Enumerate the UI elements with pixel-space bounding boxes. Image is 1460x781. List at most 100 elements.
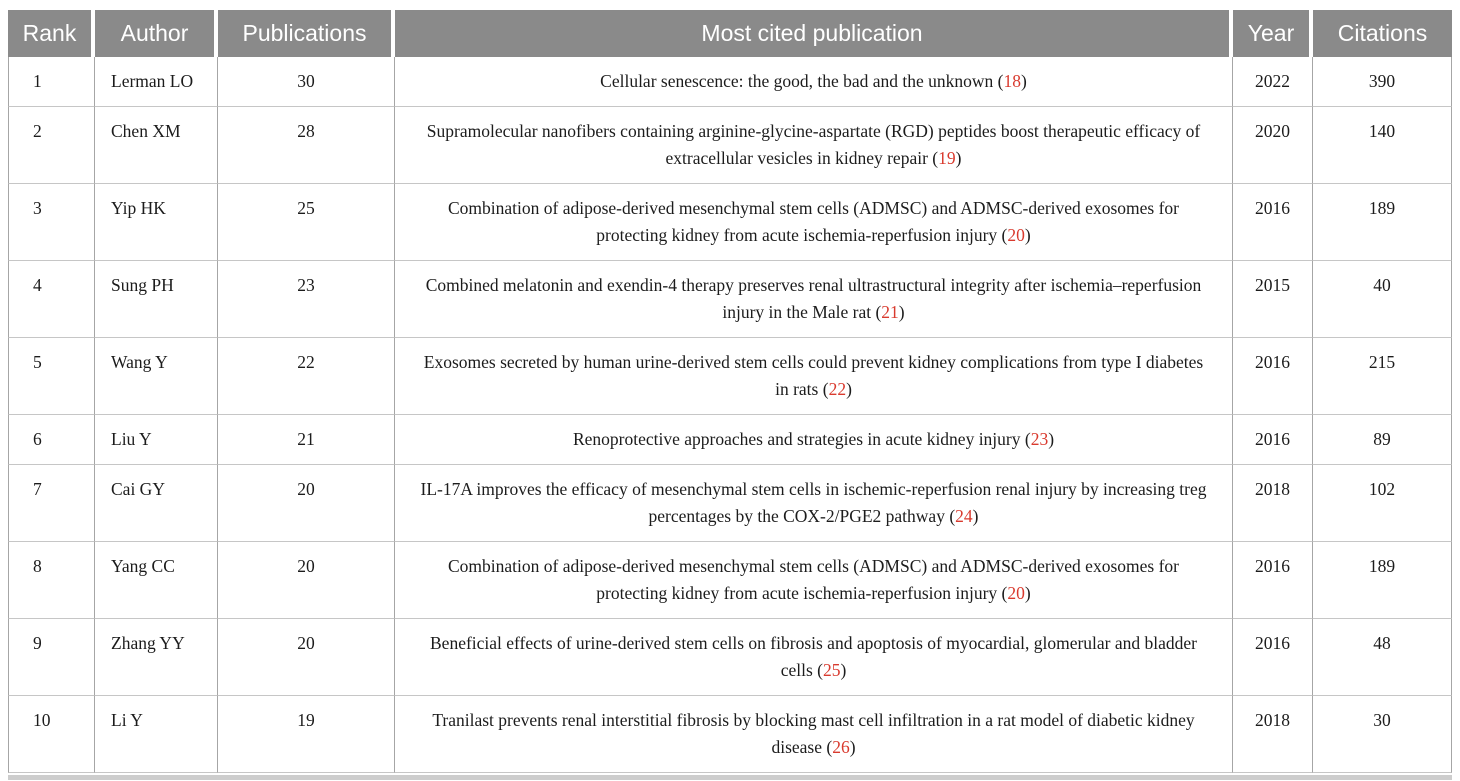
table-row: 6 Liu Y 21 Renoprotective approaches and… xyxy=(8,415,1452,465)
header-author: Author xyxy=(95,10,218,57)
author-value: Liu Y xyxy=(95,415,218,465)
publication-title-text: Combination of adipose-derived mesenchym… xyxy=(448,556,1179,603)
author-value: Cai GY xyxy=(95,465,218,542)
publications-value: 28 xyxy=(218,107,395,184)
reference-number: 20 xyxy=(1007,583,1025,603)
citations-value: 189 xyxy=(1313,542,1452,619)
most-cited-publications-table: Rank Author Publications Most cited publ… xyxy=(8,10,1452,773)
publication-title-cell: Renoprotective approaches and strategies… xyxy=(395,415,1233,465)
publication-title-cell: Combined melatonin and exendin-4 therapy… xyxy=(395,261,1233,338)
rank-value: 5 xyxy=(8,338,95,415)
reference-number: 18 xyxy=(1003,71,1022,91)
closing-paren: ) xyxy=(849,737,856,757)
author-value: Yip HK xyxy=(95,184,218,261)
header-row: Rank Author Publications Most cited publ… xyxy=(8,10,1452,57)
publication-title-text: Tranilast prevents renal interstitial fi… xyxy=(432,710,1195,757)
rank-value: 8 xyxy=(8,542,95,619)
year-value: 2020 xyxy=(1233,107,1313,184)
reference-number: 22 xyxy=(828,379,847,399)
closing-paren: ) xyxy=(1024,225,1031,245)
year-value: 2016 xyxy=(1233,338,1313,415)
publications-value: 19 xyxy=(218,696,395,773)
reference-number: 19 xyxy=(938,148,956,168)
publications-value: 22 xyxy=(218,338,395,415)
citations-value: 40 xyxy=(1313,261,1452,338)
closing-paren: ) xyxy=(846,379,852,399)
table-row: 9 Zhang YY 20 Beneficial effects of urin… xyxy=(8,619,1452,696)
rank-value: 4 xyxy=(8,261,95,338)
year-value: 2018 xyxy=(1233,465,1313,542)
publication-title-cell: Combination of adipose-derived mesenchym… xyxy=(395,184,1233,261)
year-value: 2016 xyxy=(1233,184,1313,261)
rank-value: 7 xyxy=(8,465,95,542)
table-row: 7 Cai GY 20 IL-17A improves the efficacy… xyxy=(8,465,1452,542)
publication-title-cell: IL-17A improves the efficacy of mesenchy… xyxy=(395,465,1233,542)
citations-value: 102 xyxy=(1313,465,1452,542)
rank-value: 9 xyxy=(8,619,95,696)
citations-value: 30 xyxy=(1313,696,1452,773)
closing-paren: ) xyxy=(955,148,962,168)
year-value: 2016 xyxy=(1233,542,1313,619)
closing-paren: ) xyxy=(840,660,847,680)
rank-value: 3 xyxy=(8,184,95,261)
table-header: Rank Author Publications Most cited publ… xyxy=(8,10,1452,57)
closing-paren: ) xyxy=(898,302,905,322)
publications-value: 21 xyxy=(218,415,395,465)
header-year: Year xyxy=(1233,10,1313,57)
table-row: 3 Yip HK 25 Combination of adipose-deriv… xyxy=(8,184,1452,261)
citations-value: 140 xyxy=(1313,107,1452,184)
author-value: Li Y xyxy=(95,696,218,773)
reference-number: 25 xyxy=(822,660,841,680)
year-value: 2016 xyxy=(1233,619,1313,696)
table-row: 2 Chen XM 28 Supramolecular nanofibers c… xyxy=(8,107,1452,184)
header-publications: Publications xyxy=(218,10,395,57)
rank-value: 10 xyxy=(8,696,95,773)
header-rank: Rank xyxy=(8,10,95,57)
year-value: 2018 xyxy=(1233,696,1313,773)
publication-title-cell: Tranilast prevents renal interstitial fi… xyxy=(395,696,1233,773)
closing-paren: ) xyxy=(1024,583,1031,603)
year-value: 2015 xyxy=(1233,261,1313,338)
publication-title-text: Renoprotective approaches and strategies… xyxy=(572,429,1031,449)
publications-value: 20 xyxy=(218,465,395,542)
publication-title-text: IL-17A improves the efficacy of mesenchy… xyxy=(420,479,1207,526)
citations-value: 189 xyxy=(1313,184,1452,261)
publications-value: 20 xyxy=(218,542,395,619)
publication-title-cell: Beneficial effects of urine-derived stem… xyxy=(395,619,1233,696)
table-row: 4 Sung PH 23 Combined melatonin and exen… xyxy=(8,261,1452,338)
table-row: 5 Wang Y 22 Exosomes secreted by human u… xyxy=(8,338,1452,415)
publication-title-cell: Combination of adipose-derived mesenchym… xyxy=(395,542,1233,619)
rank-value: 2 xyxy=(8,107,95,184)
author-value: Lerman LO xyxy=(95,57,218,107)
closing-paren: ) xyxy=(972,506,979,526)
header-most-cited-publication: Most cited publication xyxy=(395,10,1233,57)
cited-publications-table-container: Rank Author Publications Most cited publ… xyxy=(8,10,1452,773)
table-row: 10 Li Y 19 Tranilast prevents renal inte… xyxy=(8,696,1452,773)
publications-value: 25 xyxy=(218,184,395,261)
author-value: Wang Y xyxy=(95,338,218,415)
table-bottom-rule xyxy=(8,775,1452,780)
citations-value: 390 xyxy=(1313,57,1452,107)
publication-title-text: Beneficial effects of urine-derived stem… xyxy=(430,633,1197,680)
reference-number: 26 xyxy=(832,737,850,757)
reference-number: 23 xyxy=(1030,429,1049,449)
closing-paren: ) xyxy=(1021,71,1027,91)
reference-number: 21 xyxy=(881,302,899,322)
publication-title-text: Exosomes secreted by human urine-derived… xyxy=(423,352,1204,399)
reference-number: 20 xyxy=(1007,225,1025,245)
publication-title-text: Combination of adipose-derived mesenchym… xyxy=(448,198,1179,245)
table-body: 1 Lerman LO 30 Cellular senescence: the … xyxy=(8,57,1452,773)
table-row: 8 Yang CC 20 Combination of adipose-deri… xyxy=(8,542,1452,619)
header-citations: Citations xyxy=(1313,10,1452,57)
rank-value: 6 xyxy=(8,415,95,465)
year-value: 2022 xyxy=(1233,57,1313,107)
publication-title-text: Combined melatonin and exendin-4 therapy… xyxy=(425,275,1202,322)
table-row: 1 Lerman LO 30 Cellular senescence: the … xyxy=(8,57,1452,107)
publication-title-text: Cellular senescence: the good, the bad a… xyxy=(600,71,1004,91)
reference-number: 24 xyxy=(955,506,973,526)
publications-value: 23 xyxy=(218,261,395,338)
citations-value: 215 xyxy=(1313,338,1452,415)
publications-value: 20 xyxy=(218,619,395,696)
publication-title-cell: Supramolecular nanofibers containing arg… xyxy=(395,107,1233,184)
closing-paren: ) xyxy=(1048,429,1055,449)
